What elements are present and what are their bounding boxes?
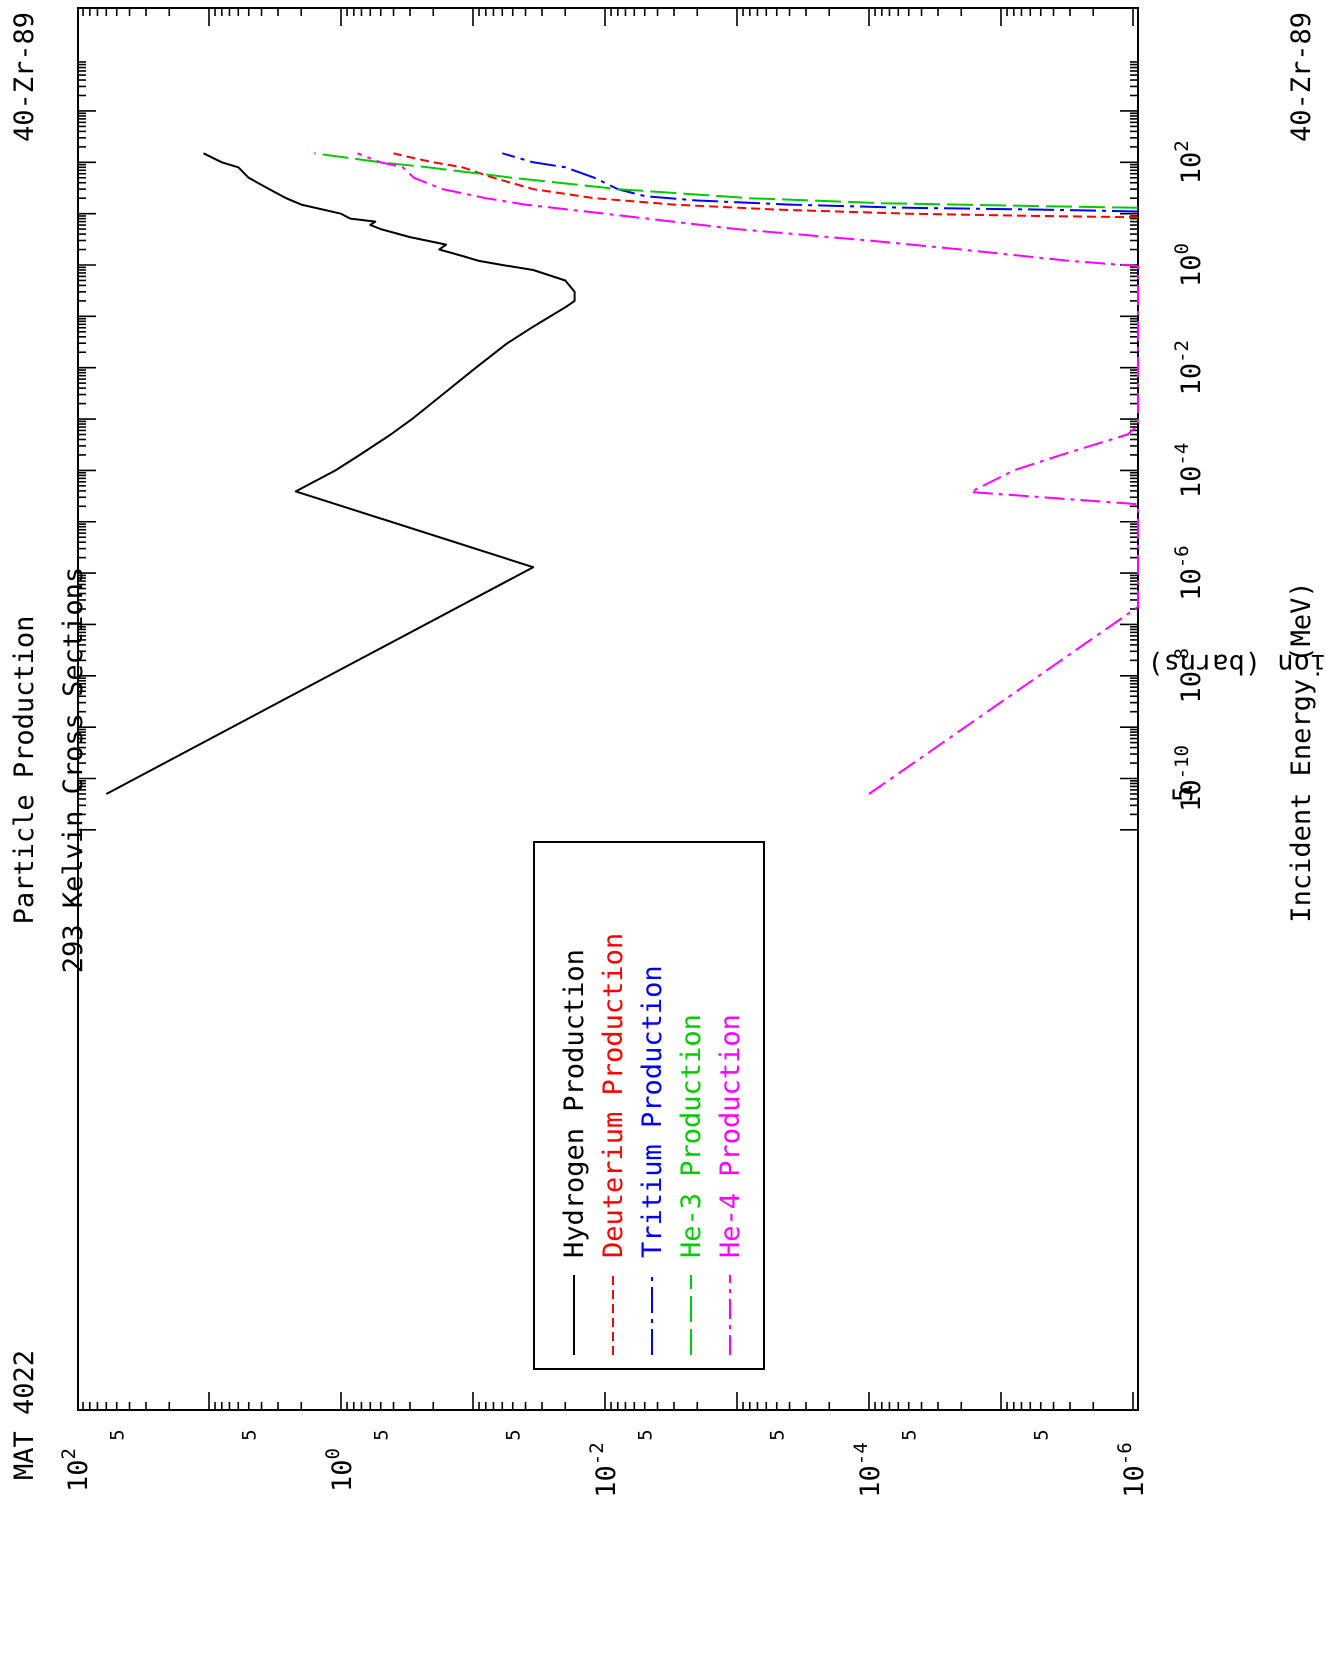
y-tick-label-exponent: -2: [586, 1442, 608, 1465]
legend-box: [533, 841, 765, 1370]
x-tick-label: 10-4: [1171, 443, 1207, 498]
legend-label-4: He-3 Production: [676, 1014, 707, 1258]
header-left-label: MAT 4022: [9, 1350, 40, 1480]
y-tick-label-base: 10: [855, 1465, 886, 1498]
y-minor-tick-label: 5: [1031, 1429, 1053, 1440]
x-tick-label-exponent: -6: [1171, 545, 1193, 568]
x-tick-label-base: 10: [1176, 671, 1207, 704]
x-tick-label-base: 10: [1176, 779, 1207, 812]
header-right-label-bottom: 40-Zr-89: [1286, 12, 1317, 142]
series-line-2: [393, 152, 1139, 219]
y-minor-tick-label: 5: [239, 1429, 261, 1440]
y-tick-label: 102: [58, 1448, 94, 1492]
x-tick-label: 10-6: [1171, 545, 1207, 600]
series-line-3: [502, 152, 1139, 213]
y-tick-label: 100: [322, 1448, 358, 1492]
legend-label-2: Deuterium Production: [598, 933, 629, 1258]
y-axis-label: Cross Section (barns): [1147, 648, 1326, 679]
y-minor-tick-label: 5: [107, 1429, 129, 1440]
series-line-4: [313, 152, 1139, 209]
legend-label-5: He-4 Production: [715, 1014, 746, 1258]
x-tick-label-base: 10: [1176, 152, 1207, 185]
x-tick-label-base: 10: [1176, 363, 1207, 396]
y-minor-tick-label: 5: [503, 1429, 525, 1440]
y-tick-label: 10-2: [586, 1442, 622, 1497]
y-minor-tick-label: 5: [899, 1429, 921, 1440]
axes-layer: 10-1010-810-610-410-2100102510210010-210…: [58, 7, 1207, 1498]
x-tick-label: 10-8: [1171, 648, 1207, 703]
x-tick-label: 102: [1171, 140, 1207, 184]
x-tick-label-exponent: -4: [1171, 443, 1193, 466]
series-line-5: [357, 152, 1139, 795]
x-tick-label-base: 10: [1176, 466, 1207, 499]
header-right-label: 40-Zr-89: [9, 12, 40, 142]
x-tick-label-exponent: 0: [1171, 243, 1193, 254]
plot-frame: [77, 7, 1139, 1411]
x-tick-label: 10-10: [1171, 745, 1207, 812]
series-line-1: [105, 152, 576, 795]
y-minor-tick-label: 5: [635, 1429, 657, 1440]
x-tick-label-exponent: -10: [1171, 745, 1193, 779]
y-tick-label-exponent: -6: [1114, 1442, 1136, 1465]
legend-label-3: Tritium Production: [637, 965, 668, 1258]
series-layer: [105, 152, 1139, 795]
y-tick-label-exponent: 2: [58, 1448, 80, 1459]
x-tick-label-exponent: -2: [1171, 340, 1193, 363]
x-tick-label: 100: [1171, 243, 1207, 287]
y-minor-tick-label: 5: [371, 1429, 393, 1440]
x-tick-label-exponent: -8: [1171, 648, 1193, 671]
x-tick-label: 10-2: [1171, 340, 1207, 395]
y-tick-label-exponent: 0: [322, 1448, 344, 1459]
x-tick-label-base: 10: [1176, 254, 1207, 287]
legend-label-1: Hydrogen Production: [559, 949, 590, 1258]
y-tick-label-base: 10: [63, 1459, 94, 1492]
y-tick-label-exponent: -4: [850, 1442, 872, 1465]
chart-title: Particle Production: [9, 616, 40, 925]
y-tick-label-base: 10: [591, 1465, 622, 1498]
y-minor-tick-label: 5: [767, 1429, 789, 1440]
y-tick-label: 10-4: [850, 1442, 886, 1497]
x-axis-label: Incident Energy (MeV): [1286, 581, 1317, 922]
x-tick-label-base: 10: [1176, 568, 1207, 601]
x-tick-label-exponent: 2: [1171, 140, 1193, 151]
y-tick-label-base: 10: [327, 1459, 358, 1492]
x-tick-label-minor: 5: [1168, 786, 1199, 802]
y-tick-label: 10-6: [1114, 1442, 1150, 1497]
chart-subtitle: 293 Kelvin Cross Sections: [58, 567, 89, 973]
legend: Hydrogen Production Deuterium Production T…: [533, 841, 765, 1370]
y-tick-label-base: 10: [1119, 1465, 1150, 1498]
